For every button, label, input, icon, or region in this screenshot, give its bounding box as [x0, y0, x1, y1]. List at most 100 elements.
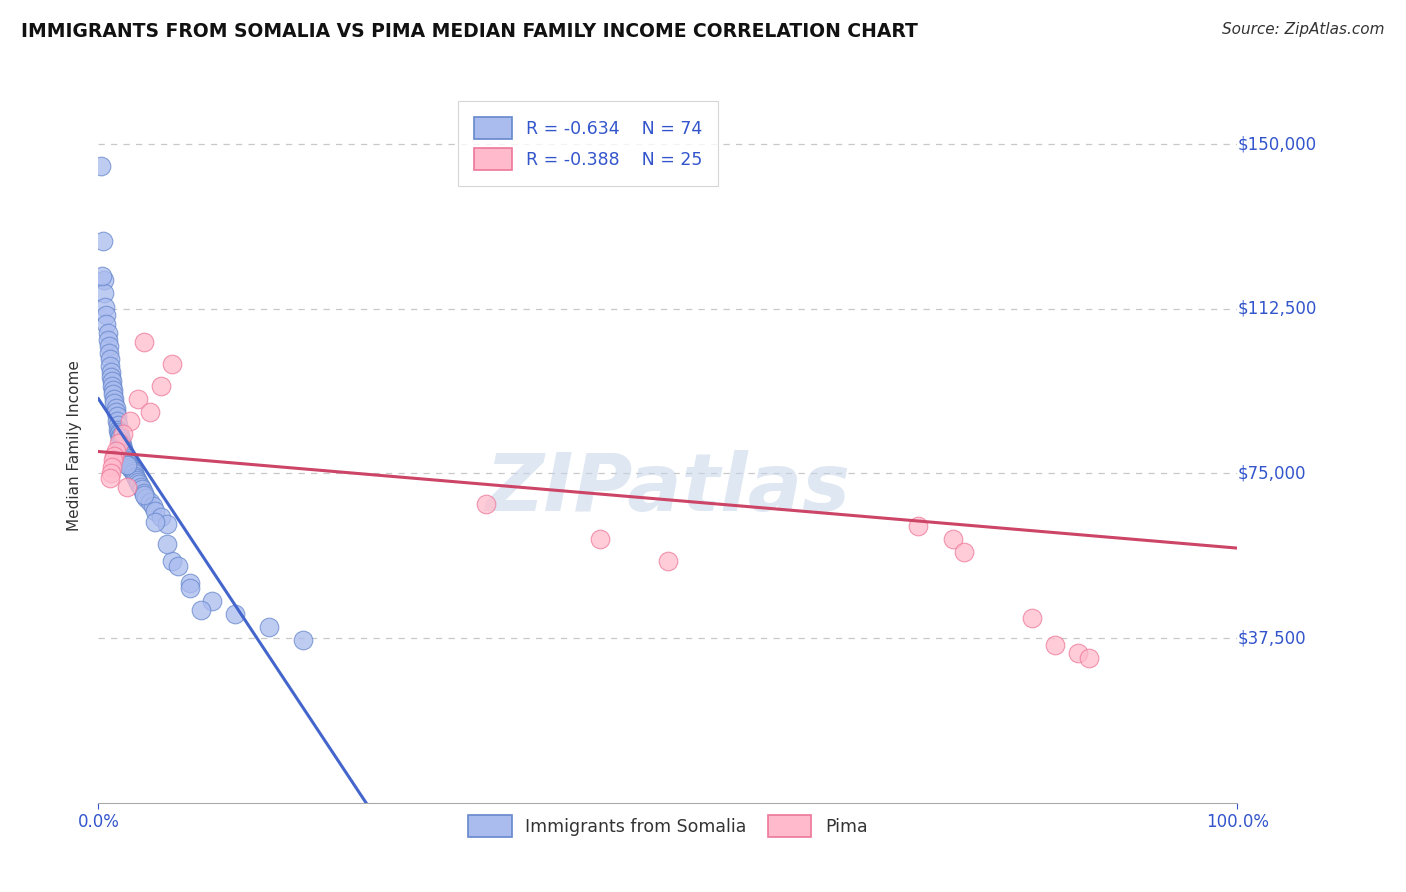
Point — [953, 545, 976, 559]
Point — [115, 458, 138, 472]
Point — [111, 438, 134, 452]
Text: $37,500: $37,500 — [1237, 629, 1306, 647]
Point — [105, 409, 128, 424]
Point — [115, 453, 138, 467]
Point — [96, 317, 118, 331]
Point — [138, 405, 160, 419]
Point — [108, 429, 131, 443]
Point — [110, 434, 132, 448]
Point — [120, 462, 142, 476]
Point — [110, 435, 132, 450]
Point — [98, 471, 121, 485]
Point — [98, 352, 121, 367]
Text: IMMIGRANTS FROM SOMALIA VS PIMA MEDIAN FAMILY INCOME CORRELATION CHART: IMMIGRANTS FROM SOMALIA VS PIMA MEDIAN F… — [21, 22, 918, 41]
Point — [104, 444, 127, 458]
Point — [125, 471, 148, 485]
Point — [93, 273, 115, 287]
Point — [179, 576, 201, 591]
Point — [127, 475, 149, 490]
Point — [942, 533, 965, 547]
Point — [124, 468, 146, 483]
Point — [162, 357, 184, 371]
Point — [108, 426, 131, 441]
Point — [474, 497, 496, 511]
Text: $75,000: $75,000 — [1237, 465, 1306, 483]
Point — [115, 451, 138, 466]
Point — [1021, 611, 1043, 625]
Point — [129, 480, 152, 494]
Point — [103, 387, 125, 401]
Point — [132, 488, 155, 502]
Point — [150, 510, 173, 524]
Point — [132, 486, 155, 500]
Point — [138, 495, 160, 509]
Point — [122, 467, 145, 481]
Point — [118, 458, 141, 472]
Point — [156, 516, 179, 531]
Point — [103, 449, 125, 463]
Point — [96, 333, 118, 347]
Point — [111, 440, 134, 454]
Point — [224, 607, 246, 621]
Point — [145, 504, 167, 518]
Point — [97, 339, 120, 353]
Point — [100, 467, 122, 481]
Point — [156, 537, 179, 551]
Legend: Immigrants from Somalia, Pima: Immigrants from Somalia, Pima — [461, 808, 875, 844]
Text: $112,500: $112,500 — [1237, 300, 1316, 318]
Point — [120, 414, 142, 428]
Point — [259, 620, 281, 634]
Point — [103, 383, 125, 397]
Text: Source: ZipAtlas.com: Source: ZipAtlas.com — [1222, 22, 1385, 37]
Point — [104, 405, 127, 419]
Point — [96, 326, 118, 340]
Point — [131, 482, 153, 496]
Point — [93, 286, 115, 301]
Point — [145, 515, 167, 529]
Point — [112, 444, 135, 458]
Point — [115, 480, 138, 494]
Point — [179, 581, 201, 595]
Point — [91, 234, 114, 248]
Point — [292, 633, 315, 648]
Point — [907, 519, 929, 533]
Point — [100, 366, 122, 380]
Point — [90, 268, 112, 283]
Point — [1067, 647, 1090, 661]
Point — [101, 374, 124, 388]
Point — [132, 334, 155, 349]
Point — [103, 453, 125, 467]
Point — [94, 300, 117, 314]
Point — [108, 431, 131, 445]
Point — [142, 500, 165, 514]
Point — [104, 401, 127, 415]
Point — [1078, 651, 1101, 665]
Point — [90, 159, 112, 173]
Point — [105, 414, 128, 428]
Point — [657, 554, 679, 568]
Point — [108, 435, 131, 450]
Point — [114, 447, 136, 461]
Point — [201, 594, 224, 608]
Point — [135, 491, 157, 505]
Point — [108, 425, 131, 439]
Point — [96, 309, 118, 323]
Point — [100, 369, 122, 384]
Y-axis label: Median Family Income: Median Family Income — [67, 360, 83, 532]
Point — [1043, 638, 1066, 652]
Point — [114, 449, 136, 463]
Point — [121, 464, 143, 478]
Point — [127, 392, 149, 406]
Point — [120, 459, 142, 474]
Point — [101, 459, 124, 474]
Point — [97, 345, 120, 359]
Point — [103, 396, 125, 410]
Point — [588, 533, 610, 547]
Point — [107, 423, 129, 437]
Text: ZIPatlas: ZIPatlas — [485, 450, 851, 528]
Point — [128, 477, 150, 491]
Point — [127, 473, 149, 487]
Point — [112, 426, 135, 441]
Point — [103, 392, 125, 406]
Point — [101, 378, 124, 392]
